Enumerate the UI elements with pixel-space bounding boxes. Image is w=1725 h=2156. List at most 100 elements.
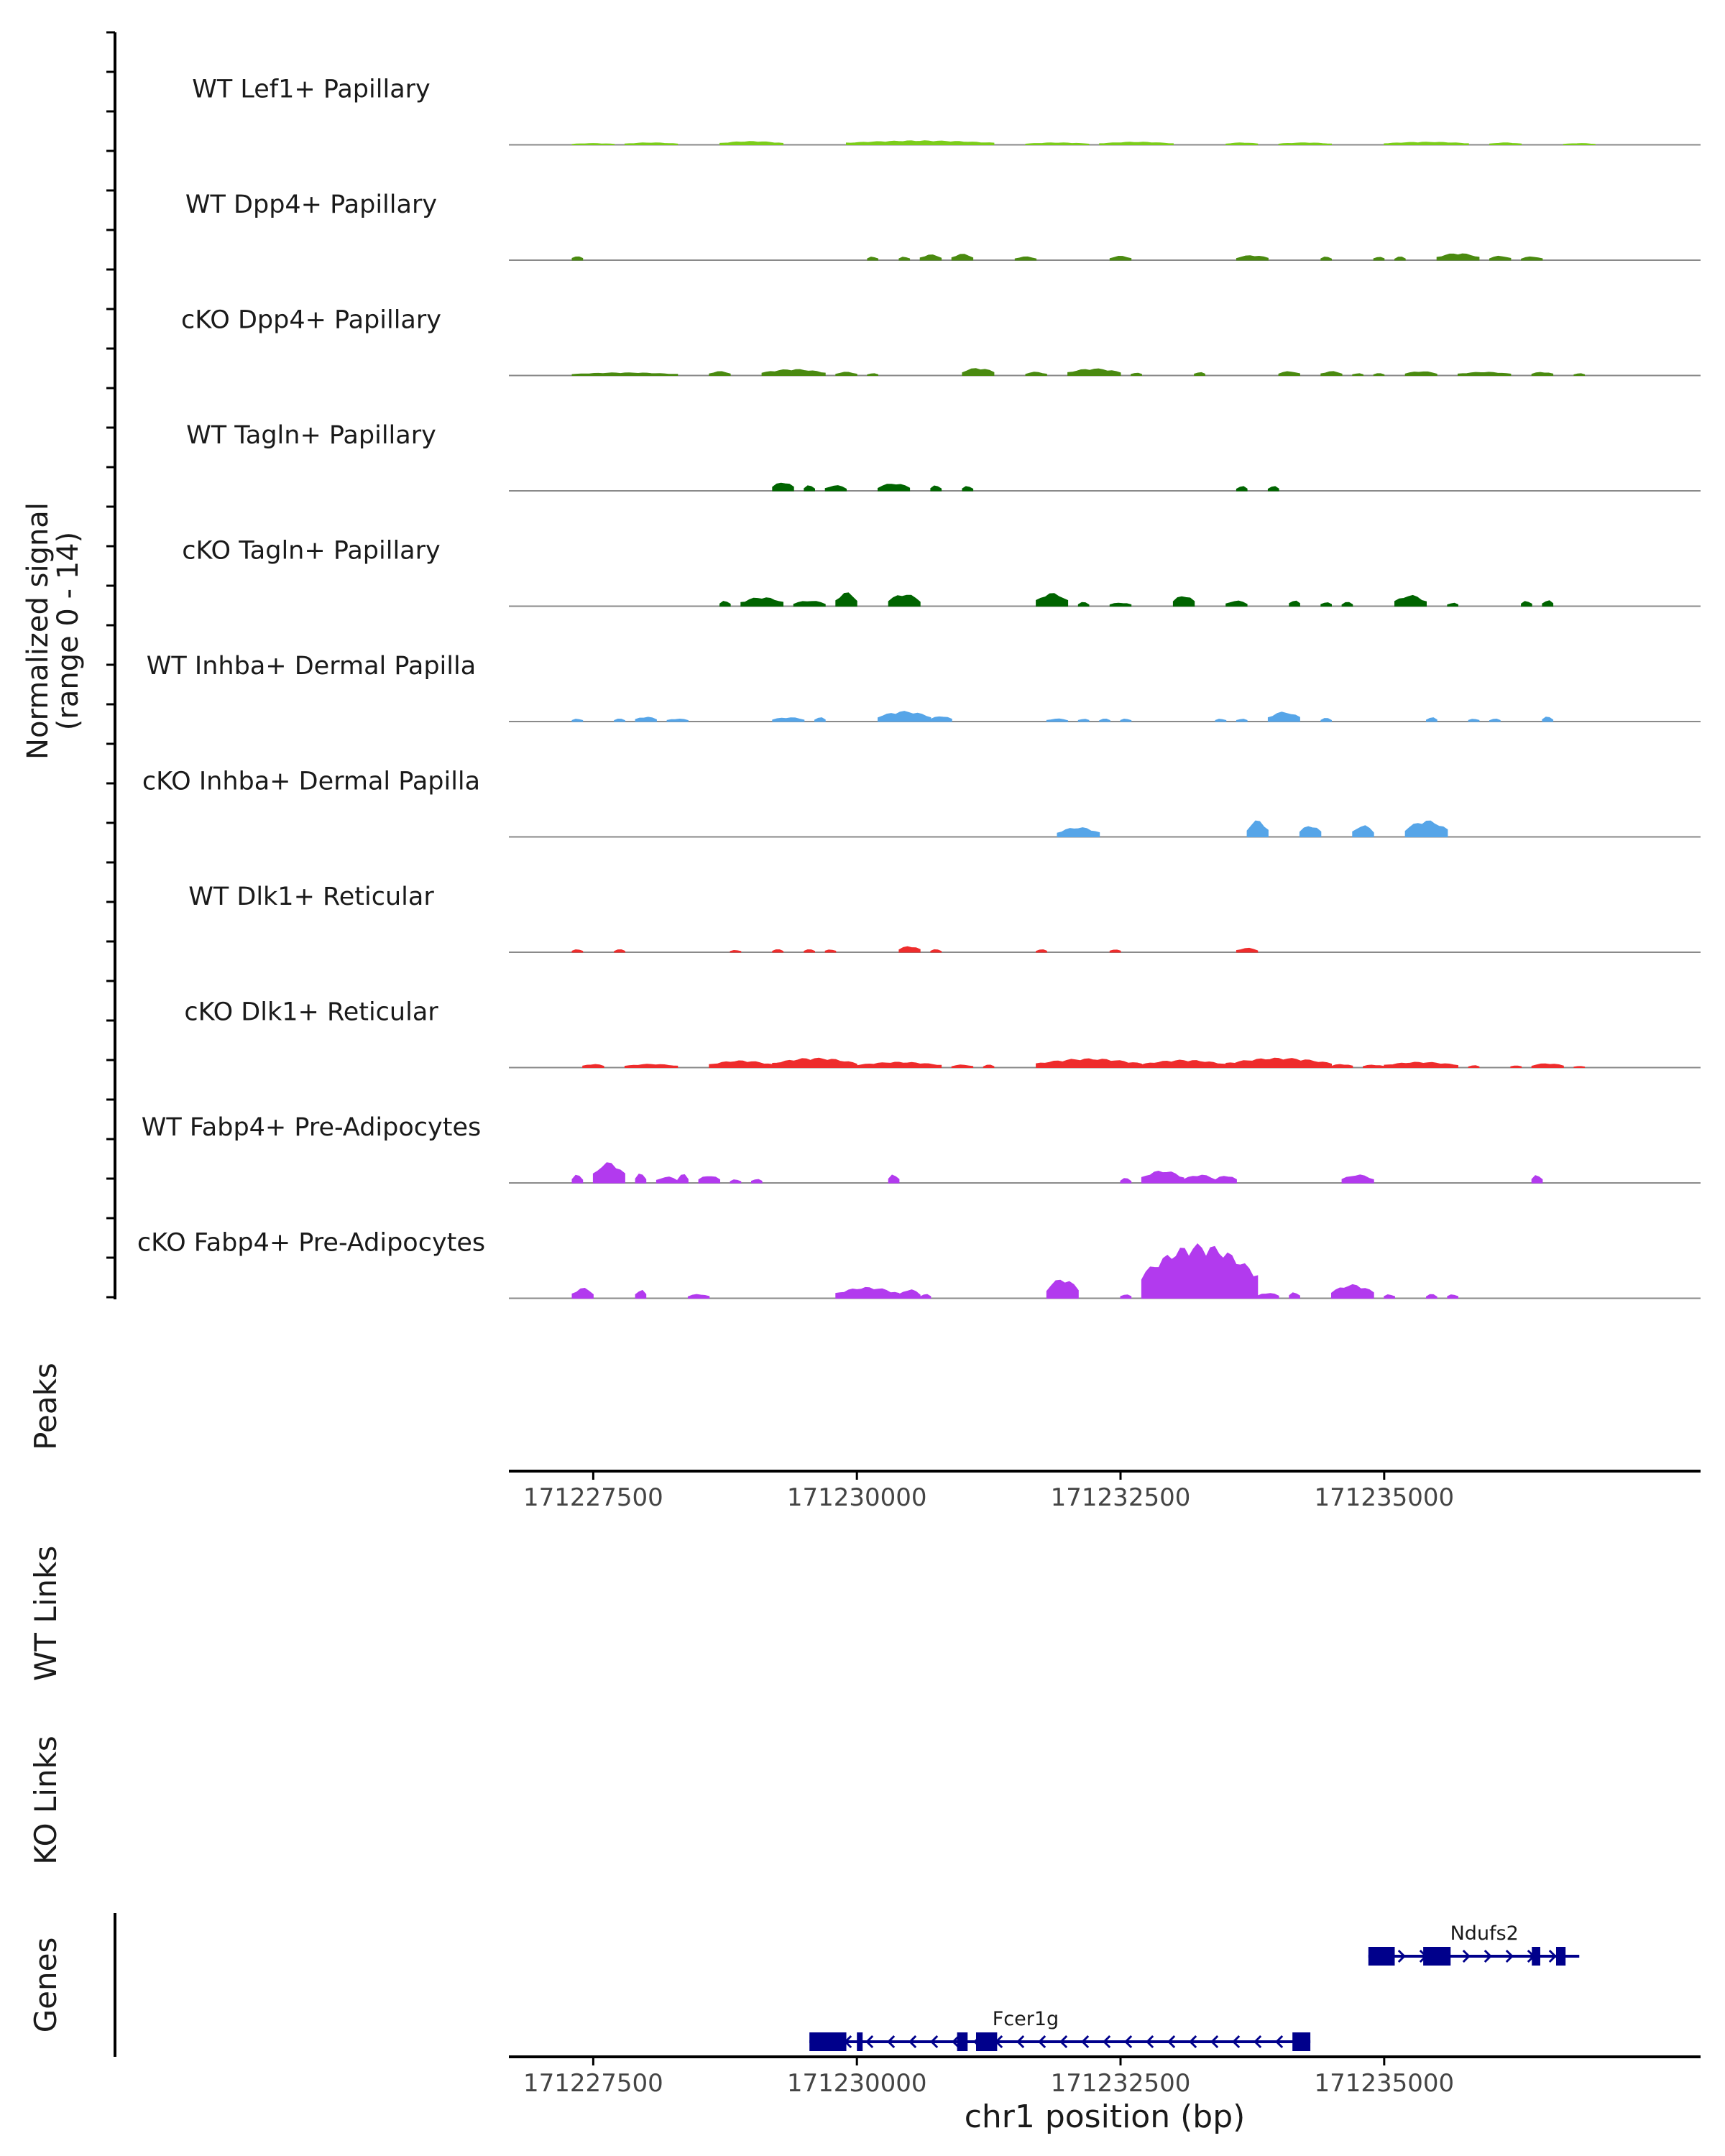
coverage-peak — [1363, 1064, 1385, 1068]
peaks-xaxis-tick-label: 171235000 — [1314, 1483, 1454, 1512]
gene-model: Fcer1g — [809, 2008, 1311, 2051]
coverage-peak — [793, 601, 826, 607]
strand-arrow — [865, 2035, 874, 2049]
coverage-peak — [1120, 718, 1132, 722]
coverage-peak — [1141, 1059, 1227, 1068]
coverage-peak — [1225, 1057, 1332, 1068]
coverage-peak — [592, 1162, 625, 1184]
peaks-xaxis: 171227500 171230000 171232500 171235000 — [523, 1471, 1454, 1512]
coverage-peak — [1077, 719, 1090, 722]
coverage-peak — [930, 485, 942, 492]
coverage-peak — [772, 1057, 857, 1068]
track-label: cKO Tagln+ Papillary — [182, 537, 441, 566]
strand-arrow — [1275, 2035, 1284, 2049]
coverage-peak — [804, 949, 815, 953]
coverage-peak — [1067, 368, 1121, 376]
coverage-peak — [846, 140, 995, 145]
coverage-peak — [761, 369, 826, 376]
genes-xaxis: 171227500 171230000 171232500 171235000 — [523, 2057, 1454, 2098]
coverage-peak — [1141, 1243, 1259, 1299]
peaks-label: Peaks — [28, 1363, 63, 1450]
coverage-peak — [719, 601, 731, 607]
coverage-peak — [687, 1294, 710, 1299]
signal-track: WT Tagln+ Papillary — [186, 421, 1701, 492]
coverage-peak — [1510, 1065, 1522, 1068]
coverage-peak — [772, 482, 794, 492]
coverage-peak — [635, 1289, 647, 1299]
coverage-peak — [898, 946, 921, 953]
coverage-peak — [1320, 257, 1332, 261]
coverage-peak — [1046, 1279, 1079, 1299]
coverage-peak — [919, 254, 942, 261]
coverage-peak — [1014, 256, 1037, 261]
coverage-peak — [740, 597, 783, 607]
coverage-peak — [1225, 600, 1248, 607]
coverage-peak — [1109, 949, 1121, 953]
coverage-peak — [1057, 827, 1100, 837]
coverage-peak — [624, 142, 678, 145]
coverage-peak — [1289, 1292, 1300, 1299]
track-label: WT Dpp4+ Papillary — [185, 190, 437, 219]
track-label: cKO Dpp4+ Papillary — [181, 306, 441, 335]
coverage-peak — [1489, 718, 1501, 722]
strand-arrow — [1548, 1949, 1557, 1963]
track-label: WT Tagln+ Papillary — [186, 421, 436, 450]
coverage-peak — [1036, 949, 1047, 953]
coverage-peak — [1521, 601, 1532, 607]
coverage-peak — [835, 372, 857, 376]
coverage-peak — [719, 141, 783, 145]
strand-arrow — [1081, 2035, 1090, 2049]
coverage-peak — [1458, 372, 1512, 376]
signal-axis-label-line1: Normalized signal — [22, 502, 55, 760]
coverage-peak — [867, 373, 878, 376]
coverage-peak — [1036, 593, 1069, 607]
coverage-peak — [1573, 373, 1586, 376]
signal-track: cKO Tagln+ Papillary — [182, 537, 1701, 607]
coverage-peak — [1404, 820, 1448, 837]
strand-arrow — [1462, 1949, 1471, 1963]
coverage-peak — [1426, 717, 1438, 722]
coverage-peak — [1194, 372, 1205, 376]
genes-xaxis-tick-label: 171232500 — [1051, 2069, 1191, 2098]
coverage-peak — [571, 372, 678, 376]
gene-exon — [975, 2032, 998, 2051]
track-label: cKO Dlk1+ Reticular — [184, 998, 438, 1027]
coverage-peak — [1172, 596, 1195, 607]
coverage-peak — [878, 484, 911, 492]
coverage-peak — [571, 1287, 594, 1299]
strand-arrow — [1189, 2035, 1197, 2049]
strand-arrow — [1397, 1949, 1406, 1963]
coverage-peak — [1036, 1058, 1142, 1068]
coverage-peak — [1394, 257, 1406, 261]
coverage-peak — [1373, 373, 1385, 376]
coverage-peak — [1299, 826, 1322, 837]
strand-arrow — [930, 2035, 939, 2049]
coverage-peak — [856, 1061, 942, 1068]
coverage-peak — [1542, 600, 1554, 607]
coverage-peak — [867, 257, 878, 261]
coverage-peak — [772, 717, 805, 722]
coverage-peak — [1352, 373, 1363, 376]
gene-exon — [1555, 1947, 1566, 1966]
track-label: WT Inhba+ Dermal Papilla — [147, 652, 476, 681]
coverage-peak — [1331, 1064, 1353, 1068]
gene-exon — [1532, 1947, 1540, 1966]
genes-xaxis-tick-label: 171235000 — [1314, 2069, 1454, 2098]
strand-arrow — [1038, 2035, 1046, 2049]
coverage-peak — [962, 486, 974, 492]
signal-axis-label: Normalized signal (range 0 - 14) — [22, 502, 85, 760]
coverage-peak — [1489, 255, 1512, 261]
peaks-xaxis-tick-label: 171227500 — [523, 1483, 663, 1512]
coverage-peak — [888, 594, 921, 607]
gene-model: Ndufs2 — [1368, 1922, 1580, 1966]
coverage-peak — [1257, 1293, 1279, 1299]
coverage-peak — [1025, 372, 1047, 376]
coverage-peak — [666, 718, 689, 722]
coverage-peak — [878, 711, 932, 722]
coverage-peak — [709, 371, 731, 376]
signal-track: WT Dpp4+ Papillary — [185, 190, 1701, 261]
strand-arrow — [1484, 1949, 1492, 1963]
coverage-peak — [1521, 256, 1543, 261]
coverage-peak — [1531, 1063, 1564, 1068]
coverage-peak — [571, 719, 584, 722]
